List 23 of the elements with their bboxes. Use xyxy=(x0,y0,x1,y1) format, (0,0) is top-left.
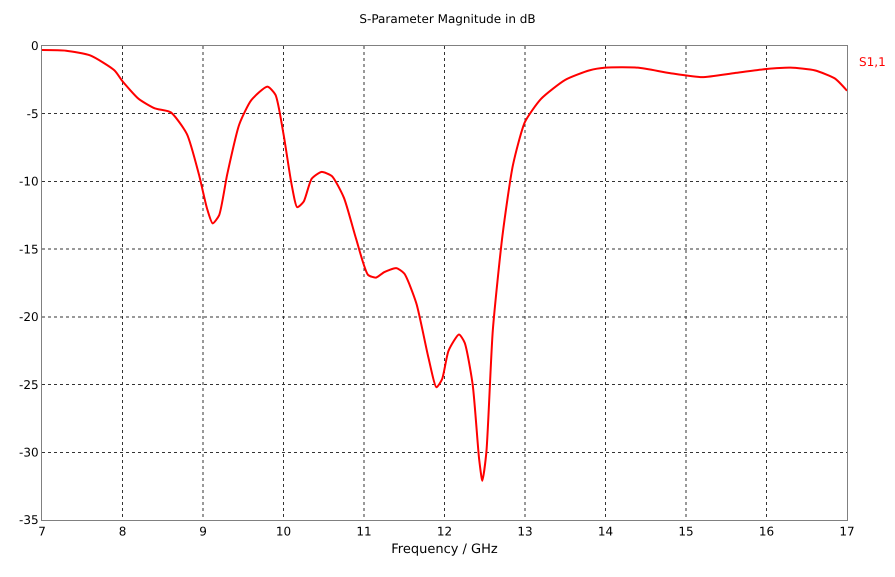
y-tick-label: -15 xyxy=(18,242,39,256)
x-tick-label: 14 xyxy=(598,524,614,538)
x-tick-label: 13 xyxy=(517,524,533,538)
x-tick-label: 17 xyxy=(839,524,855,538)
x-tick-label: 9 xyxy=(199,524,207,538)
x-tick-label: 12 xyxy=(436,524,452,538)
x-tick-label: 8 xyxy=(118,524,126,538)
y-tick-label: -10 xyxy=(18,174,39,189)
y-tick-label: -25 xyxy=(18,378,39,392)
x-tick-label: 15 xyxy=(678,524,694,538)
x-tick-label: 11 xyxy=(356,524,372,538)
y-tick-label: -5 xyxy=(26,106,39,121)
chart-title: S-Parameter Magnitude in dB xyxy=(359,12,536,26)
line-series xyxy=(42,49,847,482)
y-tick-label: -35 xyxy=(18,513,39,528)
x-tick-label: 10 xyxy=(276,524,292,538)
y-tick-label: -30 xyxy=(18,445,39,460)
x-tick-label: 7 xyxy=(38,524,46,538)
y-tick-label: -20 xyxy=(18,310,39,324)
x-axis-title: Frequency / GHz xyxy=(391,542,498,557)
y-tick-label: 0 xyxy=(30,39,39,54)
x-tick-label: 16 xyxy=(758,524,774,538)
series-label: S1,1 xyxy=(859,55,886,69)
